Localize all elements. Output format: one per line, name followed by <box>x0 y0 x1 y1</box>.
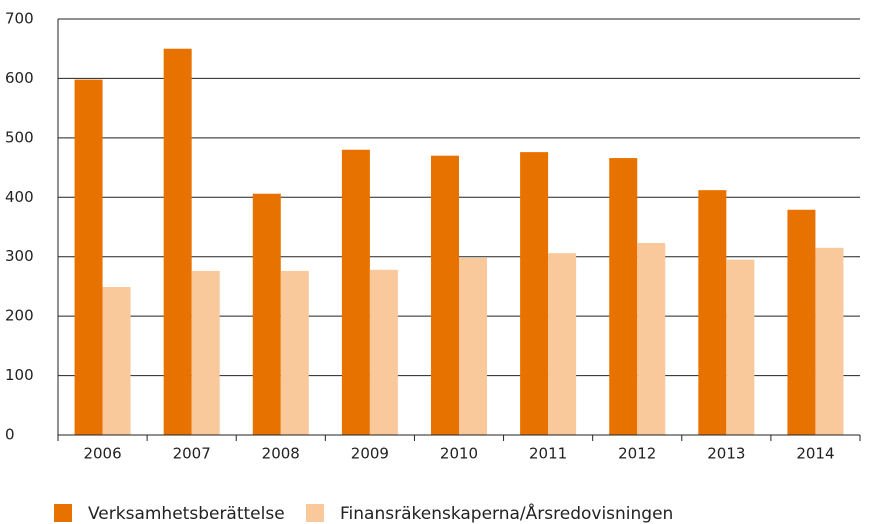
x-tick-label: 2007 <box>173 445 211 463</box>
bar <box>191 270 220 435</box>
legend-swatch <box>54 504 72 522</box>
x-tick-label: 2008 <box>262 445 300 463</box>
legend-label: Finansräkenskaperna/Årsredovisningen <box>340 502 673 524</box>
y-tick-label: 400 <box>5 188 34 206</box>
y-tick-label: 300 <box>5 247 34 265</box>
y-tick-label: 200 <box>5 307 34 325</box>
y-tick-label: 700 <box>5 10 34 28</box>
bar <box>341 149 370 435</box>
y-tick-label: 0 <box>5 426 15 444</box>
bar <box>726 259 755 435</box>
x-tick-label: 2013 <box>707 445 745 463</box>
bar <box>74 79 103 436</box>
x-tick-label: 2011 <box>529 445 567 463</box>
y-tick-label: 100 <box>5 366 34 384</box>
y-tick-label: 500 <box>5 128 34 146</box>
bar <box>637 243 666 435</box>
bar <box>102 287 131 435</box>
bar <box>252 193 281 435</box>
x-tick-label: 2009 <box>351 445 389 463</box>
x-tick-label: 2006 <box>83 445 121 463</box>
bar <box>369 269 398 435</box>
x-tick-label: 2014 <box>796 445 834 463</box>
x-tick-label: 2012 <box>618 445 656 463</box>
bar <box>815 247 844 435</box>
bar <box>520 152 549 435</box>
x-tick-label: 2010 <box>440 445 478 463</box>
bar <box>431 155 459 435</box>
bar <box>698 190 727 435</box>
bar <box>163 48 192 435</box>
bar <box>280 270 309 435</box>
bar <box>548 253 577 435</box>
bar <box>609 158 638 435</box>
legend-swatch <box>306 504 324 522</box>
bar <box>787 209 816 435</box>
legend-label: Verksamhetsberättelse <box>88 504 285 524</box>
bar <box>459 257 487 435</box>
y-tick-label: 600 <box>5 69 34 87</box>
